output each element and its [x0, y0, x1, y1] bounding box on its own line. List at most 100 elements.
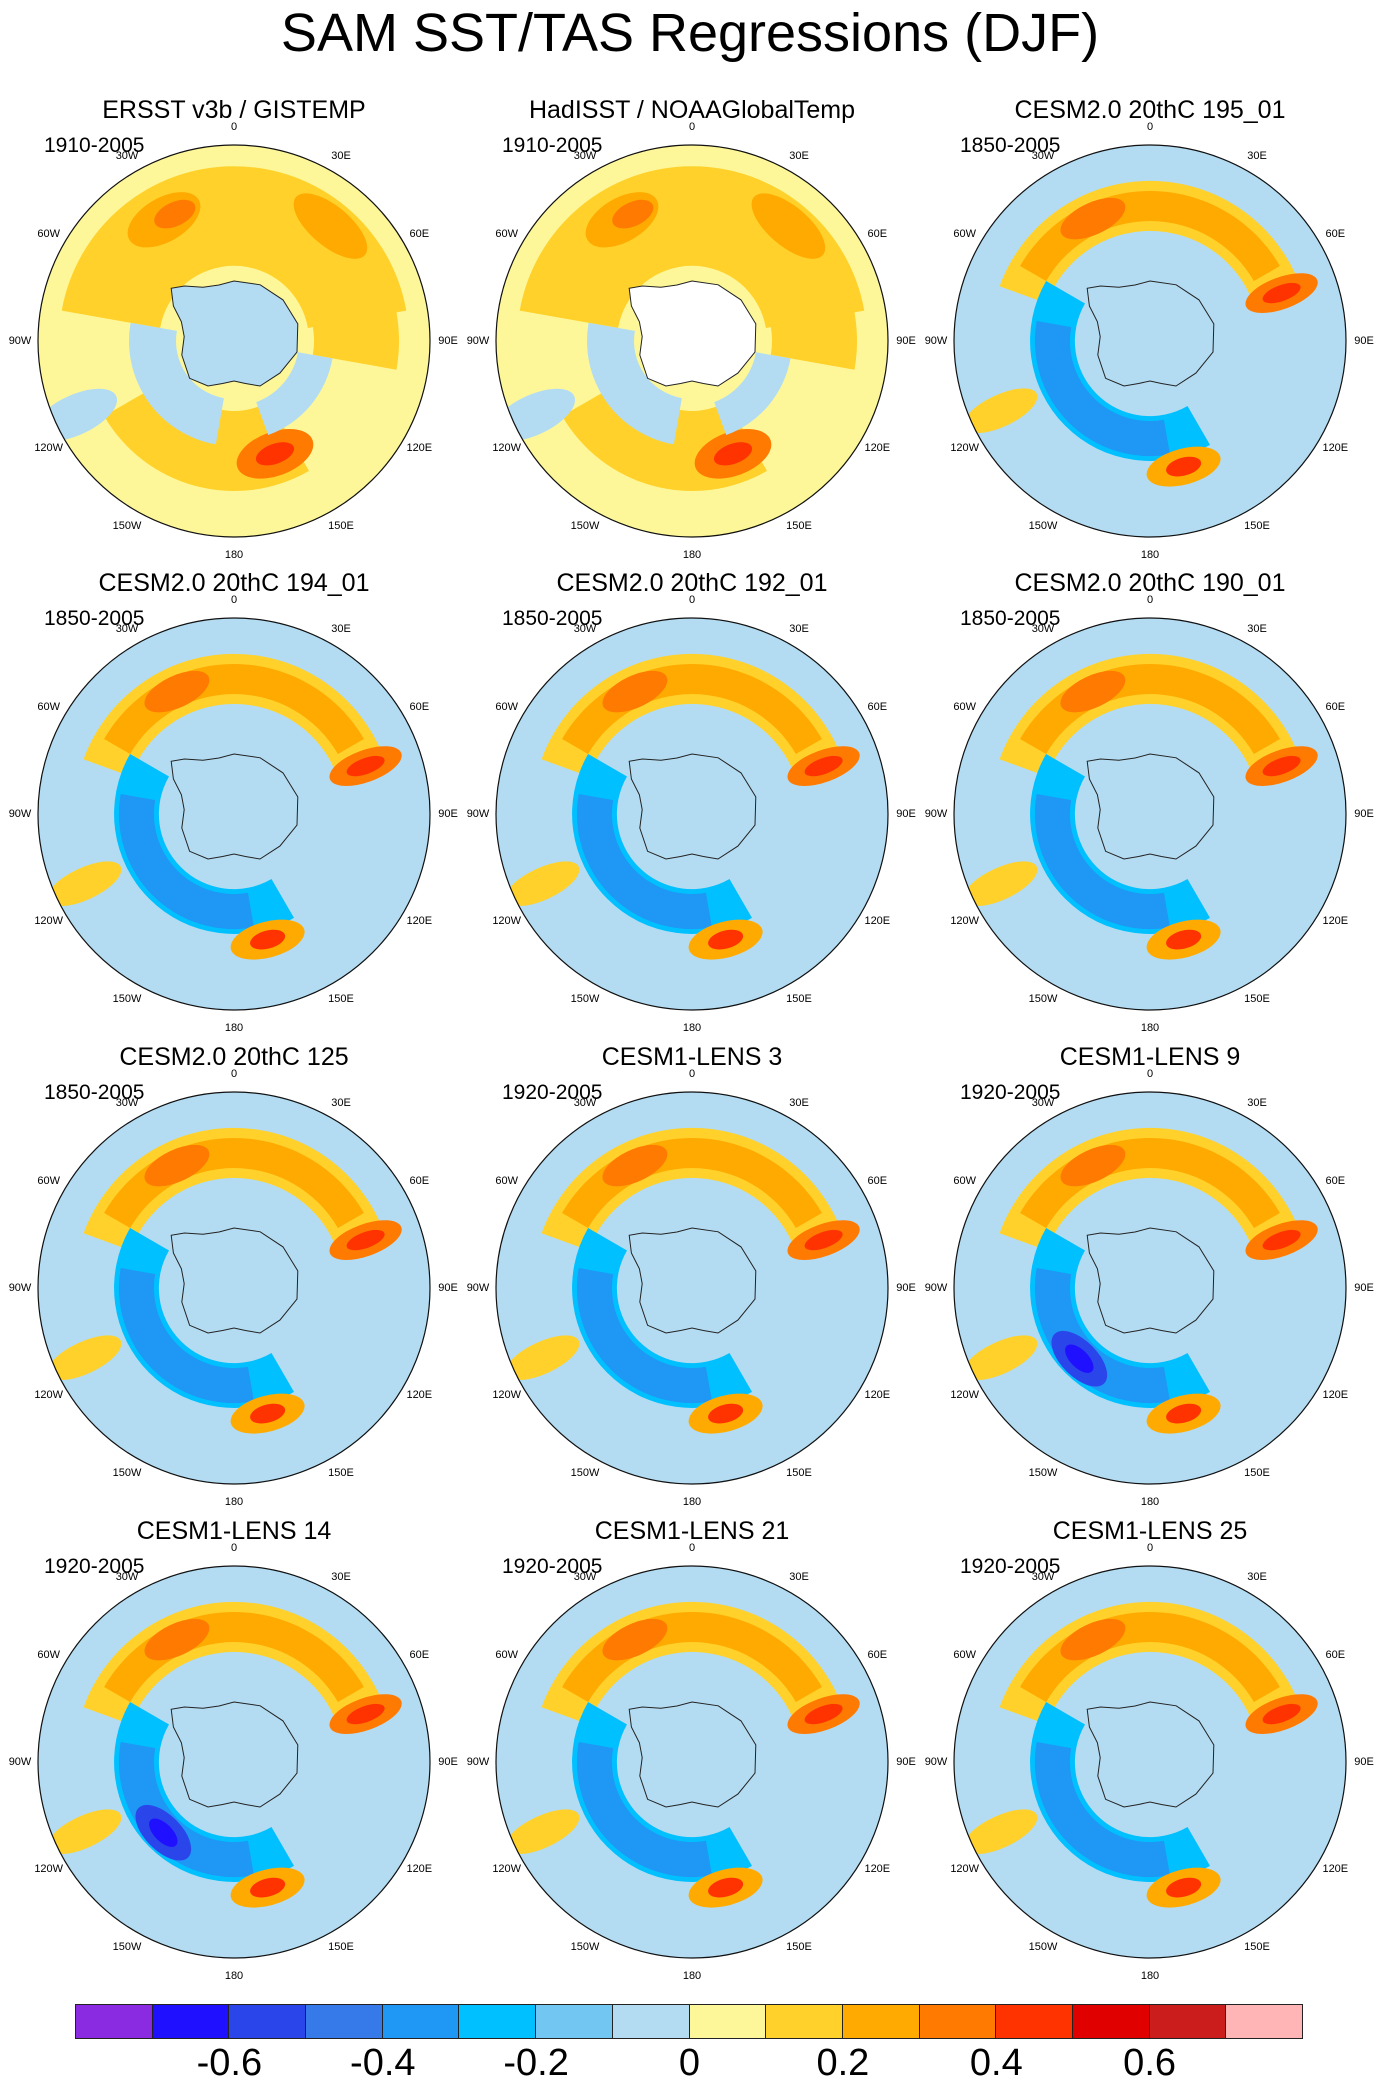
longitude-label: 150W	[112, 993, 142, 1006]
panel-period: 1850-2005	[960, 607, 1061, 630]
longitude-label: 120W	[34, 1389, 64, 1401]
warm-anomaly	[963, 1809, 1038, 1854]
warm-core	[1166, 929, 1202, 950]
map-boundary	[495, 1091, 889, 1485]
longitude-label: 120E	[406, 1863, 433, 1875]
longitude-label: 60E	[867, 1175, 888, 1187]
panel-title: CESM2.0 20thC 190_01	[1014, 569, 1286, 597]
longitude-label: 150E	[786, 1467, 812, 1480]
map-panel: CESM1-LENS 14 1920-2005 0 30E 60E 90E 120E 150E…	[4, 1517, 464, 1987]
longitude-label: 60W	[953, 1175, 976, 1187]
polar-stereographic-map	[37, 617, 431, 1011]
colorbar-tick-label: -0.2	[503, 2042, 569, 2084]
colorbar-swatch	[535, 2004, 613, 2039]
warm-core	[1262, 1229, 1301, 1251]
longitude-label: 30E	[1247, 149, 1267, 162]
longitude-label: 30W	[115, 149, 139, 162]
longitude-label: 60E	[867, 701, 888, 713]
colorbar-labels: -0.6 -0.4 -0.2 0 0.2 0.4 0.6	[0, 2042, 1380, 2087]
antarctica-landmass	[170, 1701, 299, 1808]
longitude-label: 150W	[1028, 1941, 1058, 1954]
longitude-label: 120W	[950, 1863, 980, 1875]
longitude-label: 120W	[492, 1389, 522, 1401]
longitude-label: 150W	[570, 1941, 600, 1954]
longitude-label: 90W	[924, 335, 948, 347]
panel-period: 1850-2005	[960, 134, 1061, 157]
longitude-label: 60E	[1325, 701, 1346, 713]
longitude-label: 30E	[1247, 622, 1267, 635]
longitude-label: 60W	[953, 701, 976, 713]
longitude-label: 150W	[112, 1941, 142, 1954]
warm-anomaly	[1060, 670, 1126, 713]
longitude-label: 120W	[492, 442, 522, 454]
longitude-label: 60W	[37, 1175, 60, 1187]
longitude-label: 120E	[1322, 1389, 1349, 1401]
warm-core	[708, 1403, 744, 1424]
longitude-label: 120W	[950, 915, 980, 927]
antarctica-landmass	[1086, 1701, 1215, 1808]
longitude-label: 150E	[786, 1941, 812, 1954]
warm-anomaly	[505, 1335, 580, 1380]
colorbar-swatch	[305, 2004, 383, 2039]
longitude-label: 60W	[953, 1649, 976, 1661]
polar-stereographic-map	[953, 1091, 1347, 1485]
longitude-label: 180	[224, 1970, 244, 1982]
longitude-label: 30W	[115, 622, 139, 635]
colorbar-tick-label: -0.6	[196, 2042, 263, 2084]
longitude-label: 30E	[331, 622, 351, 635]
warm-anomaly	[1060, 197, 1126, 240]
longitude-label: 30W	[573, 149, 597, 162]
warm-core	[250, 1877, 286, 1898]
longitude-label: 30W	[573, 1570, 597, 1583]
warm-core	[346, 755, 385, 777]
longitude-label: 180	[1140, 1970, 1160, 1982]
panel-period: 1910-2005	[44, 134, 145, 157]
longitude-label: 90E	[896, 1756, 916, 1768]
colorbar-swatch	[228, 2004, 307, 2039]
longitude-label: 120W	[950, 1389, 980, 1401]
longitude-label: 30W	[1031, 149, 1055, 162]
colorbar-swatch	[381, 2004, 460, 2039]
map-boundary	[953, 144, 1347, 538]
longitude-label: 90W	[8, 808, 32, 820]
longitude-label: 0	[688, 1542, 696, 1554]
longitude-label: 90W	[924, 1756, 948, 1768]
longitude-label: 120W	[34, 915, 64, 927]
longitude-label: 150W	[570, 520, 600, 533]
colorbar-swatch	[688, 2004, 767, 2039]
longitude-label: 180	[1140, 549, 1160, 561]
map-panel: CESM1-LENS 9 1920-2005 0 30E 60E 90E 120E 150E 1…	[920, 1043, 1380, 1513]
longitude-label: 150W	[1028, 993, 1058, 1006]
longitude-label: 180	[682, 1970, 702, 1982]
panel-title: CESM1-LENS 9	[1059, 1043, 1241, 1071]
longitude-label: 120E	[1322, 915, 1349, 927]
antarctica-landmass	[1086, 753, 1215, 860]
longitude-label: 90W	[8, 335, 32, 347]
colorbar-swatch	[995, 2004, 1073, 2039]
map-panel: CESM2.0 20thC 195_01 1850-2005 0 30E 60E 90E 1…	[920, 96, 1380, 566]
antarctica-landmass	[628, 753, 757, 860]
map-boundary	[953, 1091, 1347, 1485]
longitude-label: 30W	[115, 1570, 139, 1583]
colorbar-swatch	[75, 2004, 153, 2039]
longitude-label: 90W	[466, 335, 490, 347]
map-boundary	[953, 1565, 1347, 1959]
polar-stereographic-map	[37, 1565, 431, 1959]
colorbar-swatch	[765, 2004, 843, 2039]
longitude-label: 30E	[1247, 1570, 1267, 1583]
longitude-label: 120W	[34, 442, 64, 454]
warm-anomaly	[293, 193, 368, 259]
warm-anomaly	[505, 861, 580, 906]
warm-core	[1262, 282, 1301, 304]
warm-anomaly	[505, 1809, 580, 1854]
warm-core	[1262, 1703, 1301, 1725]
warm-core	[713, 442, 753, 466]
colorbar-swatch	[918, 2004, 997, 2039]
warm-core	[346, 1229, 385, 1251]
longitude-label: 180	[682, 549, 702, 561]
warm-core	[1166, 1877, 1202, 1898]
warm-anomaly	[47, 1809, 122, 1854]
cold-core	[149, 1818, 178, 1847]
longitude-label: 90E	[896, 335, 916, 347]
longitude-label: 60W	[495, 701, 518, 713]
